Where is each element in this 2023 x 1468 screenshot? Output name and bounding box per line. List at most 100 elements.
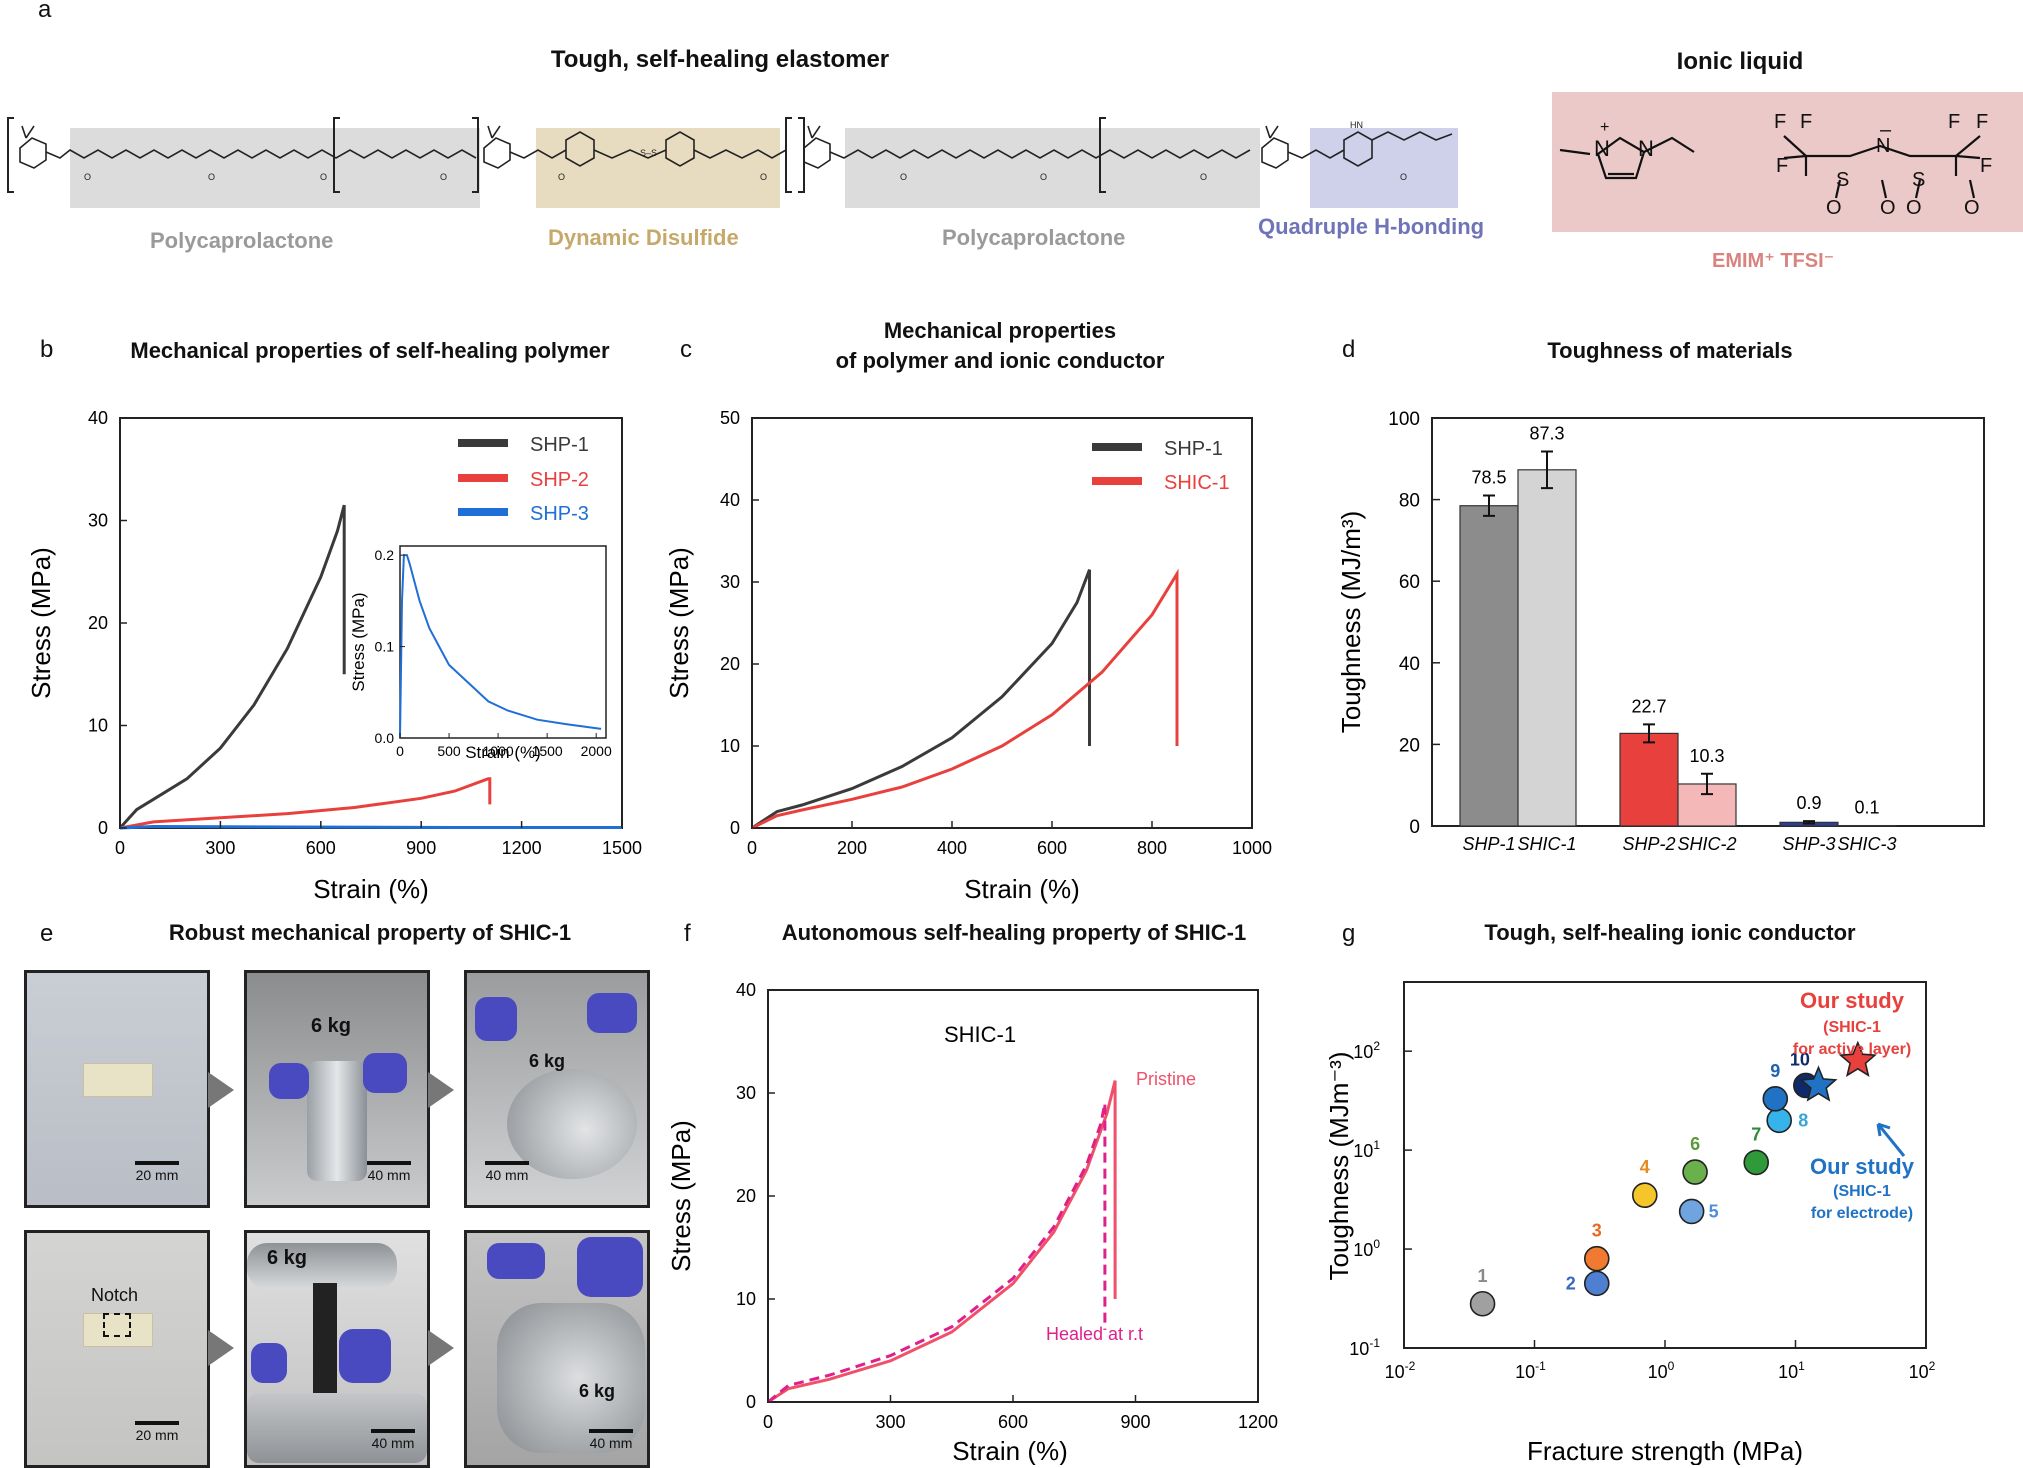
chart-c-series bbox=[752, 570, 1177, 828]
bar-category-shp-3: SHP-3 bbox=[1782, 834, 1835, 854]
chart-g-ylabel: Toughness (MJm⁻³) bbox=[1324, 1052, 1354, 1281]
panel-label-g: g bbox=[1342, 920, 1355, 948]
panel-a-title-elastomer: Tough, self-healing elastomer bbox=[420, 46, 1020, 74]
svg-text:F: F bbox=[1980, 155, 1992, 177]
svg-text:O: O bbox=[84, 172, 91, 182]
panel-c-title-line1: Mechanical properties bbox=[760, 318, 1240, 344]
svg-text:O: O bbox=[440, 172, 447, 182]
label-pristine: Pristine bbox=[1136, 1069, 1196, 1089]
legend-label-shp1: SHP-1 bbox=[530, 434, 589, 456]
svg-text:O: O bbox=[1964, 197, 1980, 219]
panel-label-e: e bbox=[40, 920, 53, 948]
chart-c-xtick-label: 0 bbox=[747, 838, 757, 858]
dumbbell-1 bbox=[307, 1061, 367, 1181]
panel-f-title: Autonomous self-healing property of SHIC… bbox=[744, 920, 1284, 946]
chart-b-ylabel: Stress (MPa) bbox=[26, 547, 56, 699]
svg-text:O: O bbox=[1200, 172, 1207, 182]
film-sample bbox=[83, 1063, 153, 1097]
chart-f-xtick-label: 900 bbox=[1120, 1412, 1150, 1432]
chart-f-series bbox=[768, 1081, 1115, 1402]
chart-b-xtick-label: 1500 bbox=[602, 838, 642, 858]
svg-text:S: S bbox=[1912, 169, 1925, 191]
photo-lift-dumbbell-1: 6 kg 40 mm bbox=[244, 970, 430, 1208]
scalebar-40mm-2: 40 mm bbox=[477, 1161, 537, 1183]
chart-b-series-shp-1 bbox=[120, 505, 344, 828]
chart-d-ylabel: Toughness (MJ/m³) bbox=[1336, 511, 1366, 734]
panel-d-title: Toughness of materials bbox=[1460, 338, 1880, 364]
panel-label-b: b bbox=[40, 336, 53, 364]
chart-b-ytick-label: 40 bbox=[88, 408, 108, 428]
chart-c-xtick-label: 400 bbox=[937, 838, 967, 858]
chart-c-ytick-label: 0 bbox=[730, 818, 740, 838]
svg-text:N: N bbox=[1638, 136, 1654, 161]
chart-g-xlabel: Fracture strength (MPa) bbox=[1527, 1436, 1803, 1465]
label-dynamic-disulfide: Dynamic Disulfide bbox=[548, 225, 739, 251]
bar-value-shic-1: 87.3 bbox=[1529, 423, 1564, 443]
annotation-active-layer: Our study (SHIC-1 for active layer) bbox=[1793, 988, 1911, 1058]
chart-c-xtick-label: 600 bbox=[1037, 838, 1067, 858]
bar-category-shp-2: SHP-2 bbox=[1622, 834, 1675, 854]
chart-b-inset-ytick-label: 0.0 bbox=[375, 730, 395, 746]
svg-text:O: O bbox=[1906, 197, 1922, 219]
bar-shp-2 bbox=[1620, 733, 1678, 826]
chart-c-ytick-label: 50 bbox=[720, 408, 740, 428]
glove-left-3 bbox=[251, 1343, 287, 1383]
chart-b-xtick-label: 1200 bbox=[502, 838, 542, 858]
chart-b-ytick-label: 20 bbox=[88, 613, 108, 633]
chart-c-ylabel: Stress (MPa) bbox=[664, 547, 694, 699]
chart-b-xtick-label: 300 bbox=[205, 838, 235, 858]
chart-g-ytick-label: 102 bbox=[1353, 1039, 1380, 1062]
note-blue-sub1: (SHIC-1 bbox=[1833, 1183, 1891, 1200]
scalebar-40mm-3: 40 mm bbox=[363, 1429, 423, 1451]
point-label-8: 8 bbox=[1798, 1110, 1808, 1130]
svg-text:O: O bbox=[1826, 197, 1842, 219]
svg-text:O: O bbox=[558, 172, 565, 182]
note-red-sub2: for active layer) bbox=[1793, 1041, 1911, 1058]
chart-d-ytick-label: 40 bbox=[1399, 654, 1420, 675]
chart-b-inset-xtick-label: 500 bbox=[437, 743, 461, 759]
glove-right-3 bbox=[339, 1329, 391, 1383]
svg-text:O: O bbox=[900, 172, 907, 182]
bar-category-shic-3: SHIC-3 bbox=[1837, 834, 1896, 854]
legend-label-shp2: SHP-2 bbox=[530, 469, 589, 491]
chart-c-xtick-label: 200 bbox=[837, 838, 867, 858]
label-polycaprolactone-2: Polycaprolactone bbox=[942, 225, 1125, 251]
chart-f-ytick-label: 10 bbox=[736, 1289, 756, 1309]
bar-value-shp-2: 22.7 bbox=[1631, 696, 1666, 716]
bar-category-shic-1: SHIC-1 bbox=[1517, 834, 1576, 854]
svg-text:O: O bbox=[1040, 172, 1047, 182]
svg-text:O: O bbox=[760, 172, 767, 182]
panel-label-d: d bbox=[1342, 336, 1355, 364]
dumbbell-3-bottom bbox=[247, 1393, 427, 1463]
label-healed: Healed at r.t bbox=[1046, 1324, 1143, 1344]
chart-f-xtick-label: 600 bbox=[998, 1412, 1028, 1432]
point-label-5: 5 bbox=[1709, 1201, 1719, 1221]
svg-text:+: + bbox=[1600, 119, 1609, 136]
glove-left-4 bbox=[487, 1243, 545, 1279]
svg-text:F: F bbox=[1774, 111, 1786, 133]
bar-value-shp-1: 78.5 bbox=[1471, 468, 1506, 488]
glove-left-2 bbox=[475, 997, 517, 1041]
arrow-right-2 bbox=[428, 1072, 454, 1108]
annotation-electrode: Our study (SHIC-1 for electrode) bbox=[1810, 1124, 1915, 1222]
note-blue-title: Our study bbox=[1810, 1154, 1915, 1179]
point-3 bbox=[1585, 1247, 1609, 1271]
bar-shp-1 bbox=[1460, 506, 1518, 826]
label-quadruple-hbonding: Quadruple H-bonding bbox=[1258, 214, 1484, 240]
chart-d-ytick-label: 60 bbox=[1399, 572, 1420, 593]
point-5 bbox=[1680, 1199, 1704, 1223]
point-8 bbox=[1767, 1108, 1791, 1132]
glove-right-1 bbox=[363, 1053, 407, 1093]
legend-label-shp3: SHP-3 bbox=[530, 503, 589, 525]
chart-f-frame bbox=[768, 990, 1258, 1402]
bar-category-shic-2: SHIC-2 bbox=[1677, 834, 1736, 854]
chart-g-xtick-label: 101 bbox=[1778, 1359, 1805, 1382]
chart-b-series-shp-3 bbox=[120, 827, 622, 829]
chart-f-ytick-label: 30 bbox=[736, 1083, 756, 1103]
chart-b-xtick-label: 0 bbox=[115, 838, 125, 858]
chart-d-ytick-label: 80 bbox=[1399, 491, 1420, 512]
bar-value-shic-3: 0.1 bbox=[1854, 798, 1879, 818]
